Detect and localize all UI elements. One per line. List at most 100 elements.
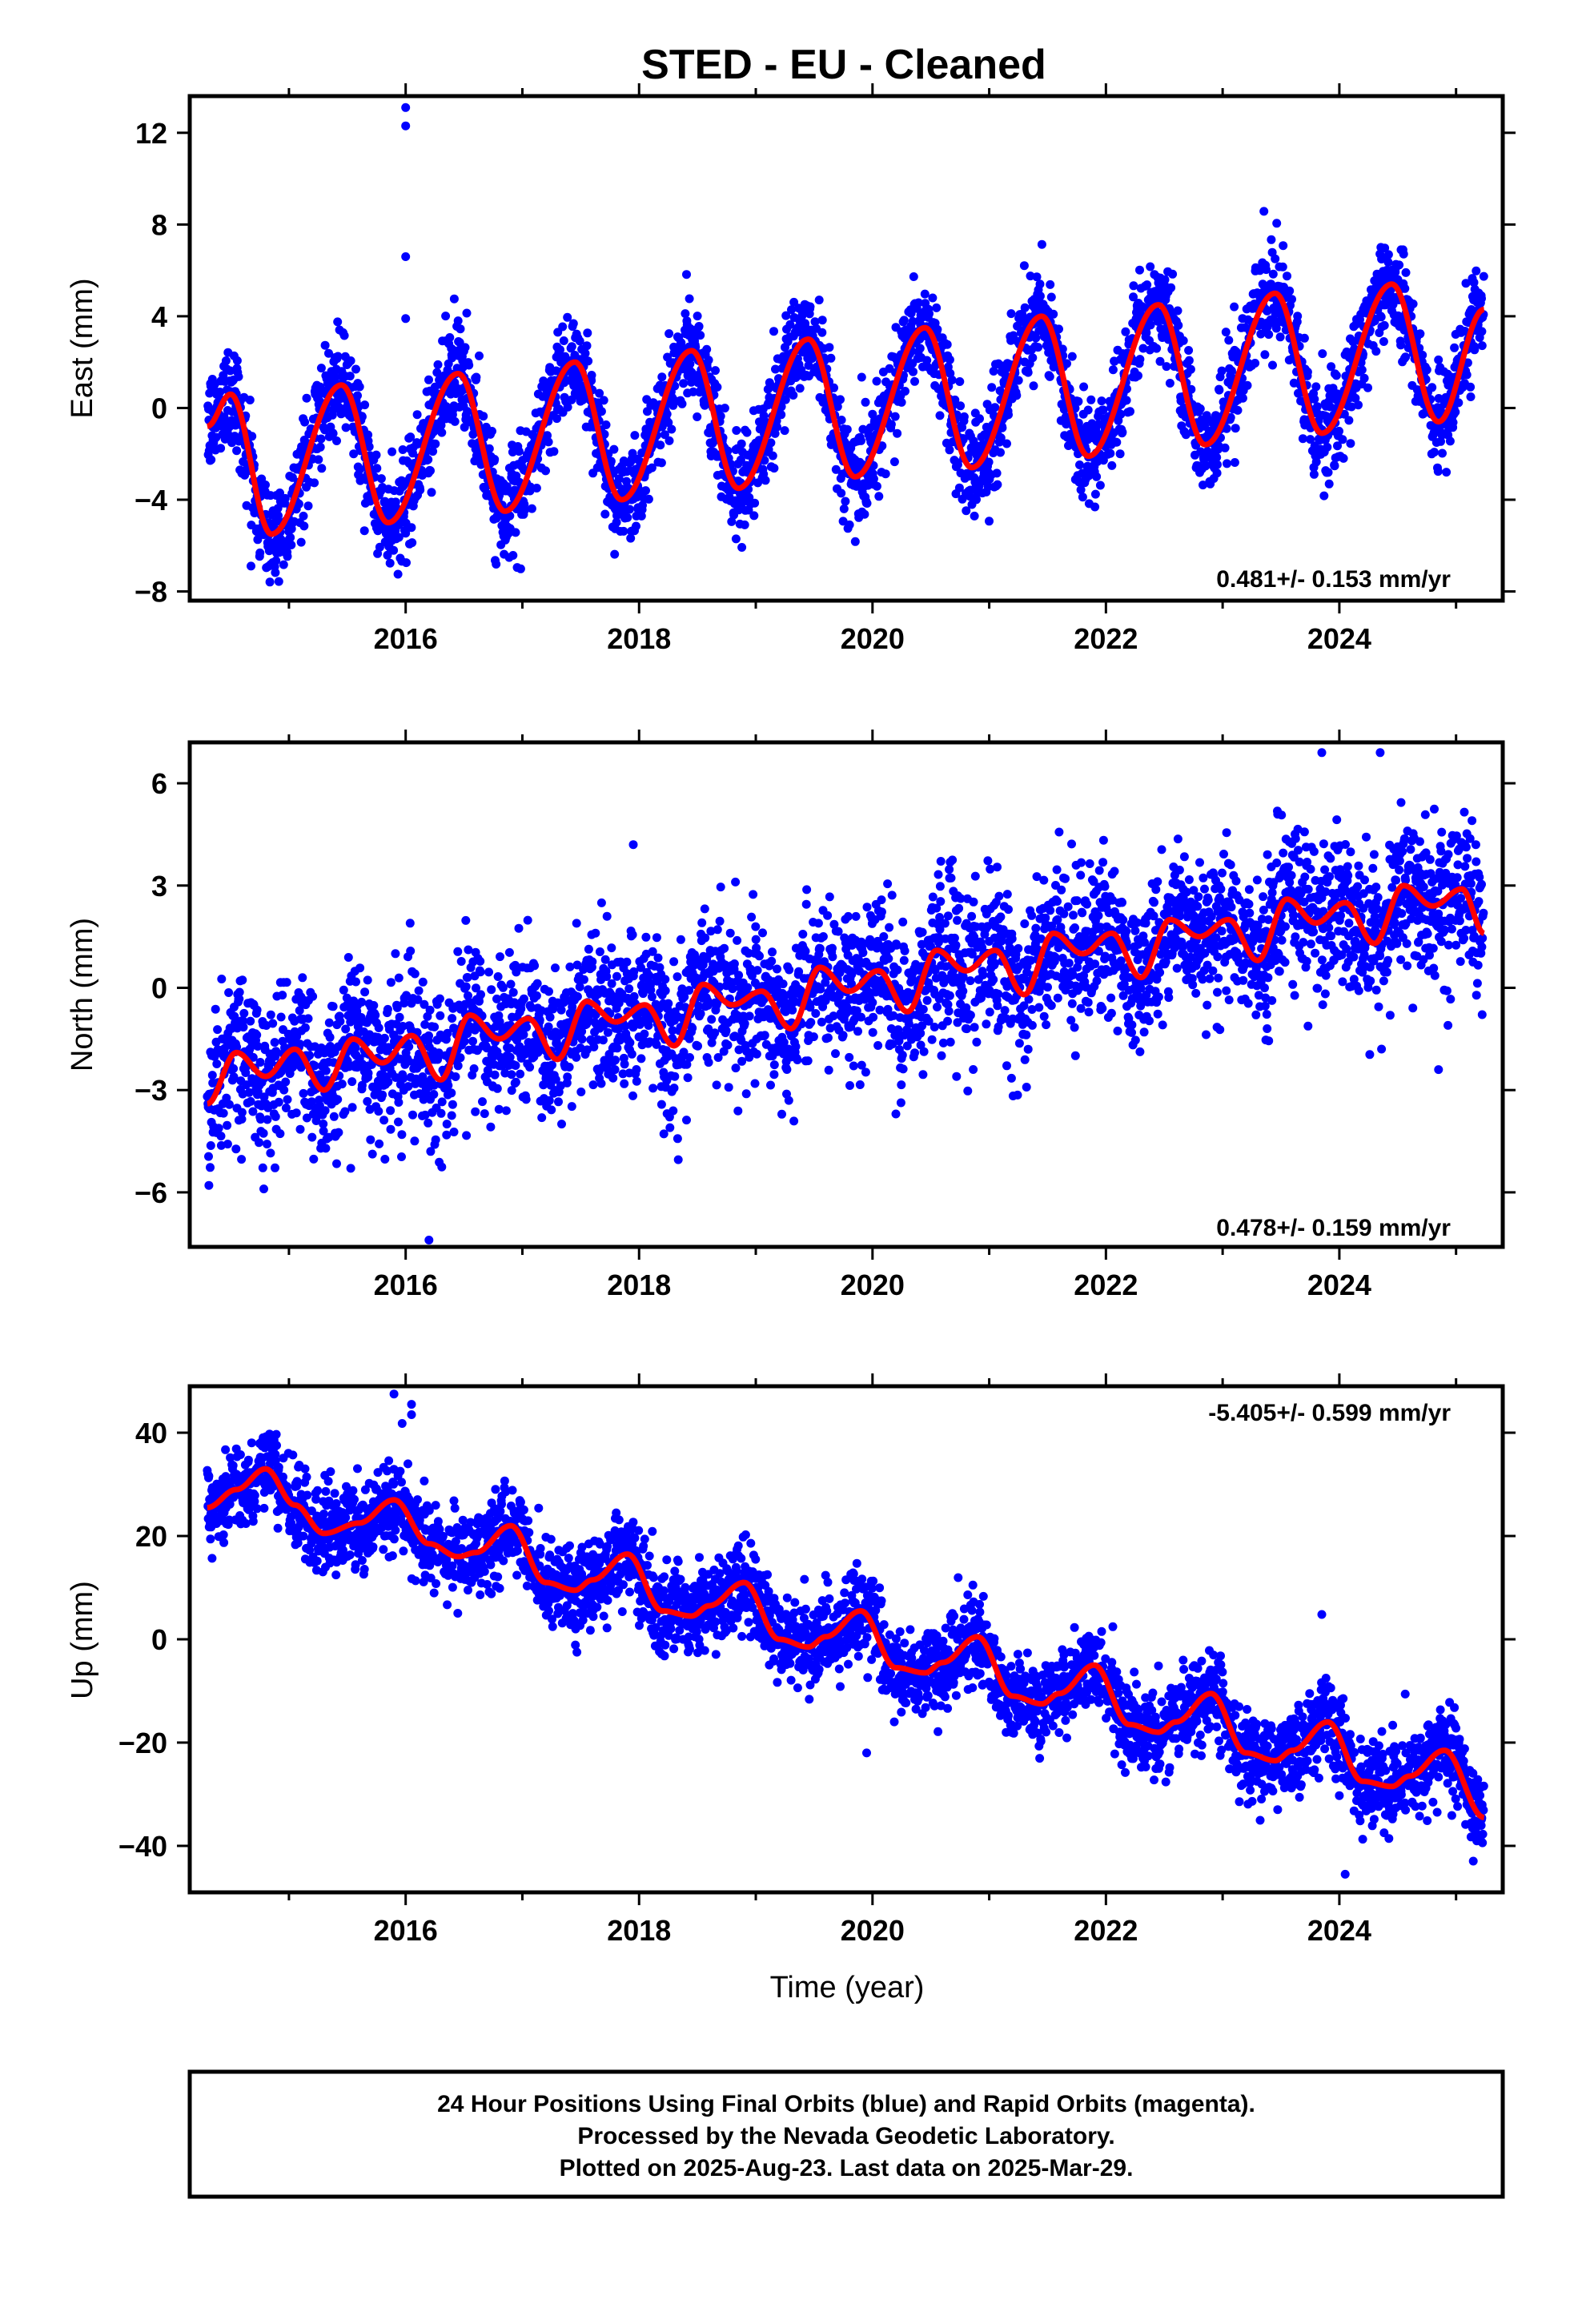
observation-point: [374, 1023, 383, 1032]
observation-point: [410, 969, 420, 979]
observation-point: [1318, 349, 1327, 359]
observation-point: [332, 1159, 341, 1168]
observation-point: [397, 1152, 406, 1161]
observation-point: [1191, 440, 1201, 450]
observation-point: [379, 1116, 389, 1125]
observation-point: [996, 433, 1006, 443]
observation-point: [445, 333, 455, 342]
observation-point: [268, 1019, 278, 1028]
observation-point: [453, 316, 463, 326]
observation-point: [1075, 460, 1084, 469]
observation-point: [214, 1124, 223, 1133]
observation-point: [511, 1061, 520, 1070]
observation-point: [1363, 383, 1372, 392]
observation-point: [1146, 320, 1155, 330]
observation-point: [255, 1058, 265, 1067]
observation-point: [314, 455, 323, 464]
observation-point: [488, 427, 496, 436]
observation-point: [831, 464, 841, 474]
observation-point: [842, 424, 852, 434]
observation-point: [433, 360, 443, 369]
observation-point: [576, 1043, 585, 1052]
observation-point: [248, 1107, 258, 1116]
observation-point: [987, 383, 997, 392]
observation-point: [554, 1097, 563, 1107]
observation-point: [1230, 302, 1239, 312]
observation-point: [596, 407, 606, 416]
observation-point: [295, 1124, 305, 1134]
observation-point: [1215, 385, 1224, 395]
observation-point: [1037, 239, 1046, 249]
observation-point: [1262, 265, 1271, 275]
observation-point: [777, 402, 786, 412]
observation-point: [1186, 384, 1196, 394]
observation-point: [1002, 439, 1011, 448]
observation-point: [850, 537, 860, 546]
observation-point: [673, 1155, 683, 1164]
figure-title: STED - EU - Cleaned: [641, 42, 1046, 88]
observation-point: [1049, 309, 1058, 319]
observation-point: [845, 520, 854, 529]
observation-point: [369, 1001, 379, 1010]
observation-point: [303, 501, 313, 511]
observation-point: [620, 1059, 629, 1069]
observation-point: [1442, 468, 1452, 477]
observation-point: [1338, 435, 1347, 444]
observation-point: [572, 1052, 581, 1062]
observation-point: [1267, 235, 1276, 244]
observation-point: [436, 1011, 445, 1020]
observation-point: [1108, 365, 1118, 375]
observation-point: [716, 412, 725, 421]
observation-point: [1341, 372, 1351, 381]
observation-point: [890, 412, 900, 421]
observation-point: [1275, 332, 1285, 342]
observation-point: [1212, 452, 1222, 462]
observation-point: [394, 1098, 404, 1107]
observation-point: [608, 1073, 618, 1083]
observation-point: [632, 521, 640, 531]
observation-point: [922, 356, 932, 365]
observation-point: [475, 996, 484, 1006]
observation-point: [1181, 430, 1191, 440]
observation-point: [665, 1123, 675, 1132]
observation-point: [1351, 393, 1360, 403]
observation-point: [694, 322, 704, 331]
observation-point: [461, 915, 471, 925]
observation-point: [1095, 480, 1105, 490]
observation-point: [402, 558, 411, 568]
observation-point: [589, 1042, 599, 1051]
observation-point: [271, 568, 280, 577]
observation-point: [395, 1012, 404, 1022]
observation-point: [669, 1106, 678, 1116]
observation-point: [237, 1115, 247, 1124]
observation-point: [392, 1003, 402, 1012]
observation-point: [464, 360, 474, 370]
observation-point: [563, 402, 572, 412]
observation-point: [945, 445, 954, 455]
observation-point: [908, 316, 917, 326]
observation-point: [1217, 366, 1227, 376]
observation-point: [737, 543, 747, 552]
observation-point: [337, 1080, 347, 1089]
observation-point: [623, 513, 632, 522]
observation-point: [740, 520, 749, 529]
observation-point: [857, 436, 865, 445]
observation-point: [206, 1163, 215, 1172]
observation-point: [773, 422, 781, 432]
observation-point: [353, 391, 362, 400]
observation-point: [449, 294, 459, 304]
observation-point: [817, 316, 827, 325]
outlier-point: [401, 121, 411, 131]
observation-point: [1399, 249, 1408, 259]
x-tick-label: 2020: [841, 622, 905, 655]
observation-point: [1408, 300, 1418, 308]
observation-point: [1162, 362, 1171, 372]
observation-point: [511, 1077, 520, 1087]
observation-point: [232, 446, 242, 456]
observation-point: [484, 967, 493, 977]
observation-point: [252, 1030, 262, 1039]
x-tick-label: 2018: [607, 622, 671, 655]
observation-point: [291, 1108, 301, 1118]
observation-point: [410, 1136, 420, 1146]
observation-point: [836, 395, 845, 404]
